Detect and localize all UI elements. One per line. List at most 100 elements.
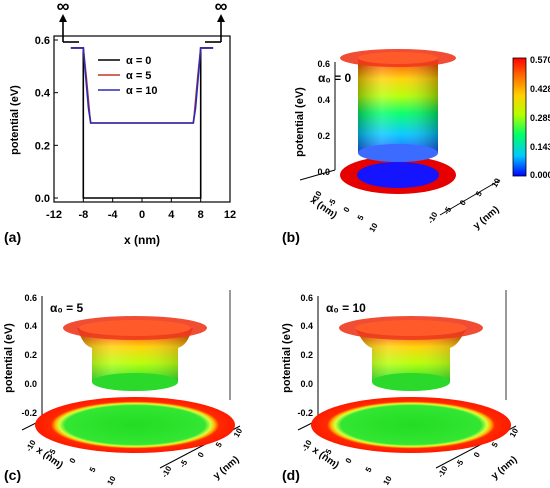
z-ticks: 0.6 0.4 0.2 0.0 -0.2 <box>297 293 313 418</box>
z-ticks: 0.6 0.4 0.2 0.0 <box>317 59 330 177</box>
y-tick-label: 0 <box>472 450 482 459</box>
z-tick-label: 0.4 <box>300 321 313 331</box>
colorbar-tick-label: 0.570 <box>530 55 550 65</box>
panel-c: 0.6 0.4 0.2 0.0 -0.2 potential (eV) α₀ =… <box>3 290 244 487</box>
y-tick-label: 5 <box>214 440 224 449</box>
surface-bottom-rim <box>372 373 450 391</box>
series-line-2 <box>70 47 214 124</box>
z-axis-label: potential (eV) <box>3 323 15 393</box>
x-tick-label: -12 <box>46 209 62 221</box>
surface-shading <box>77 328 193 382</box>
y-tick-label: 0 <box>458 198 468 207</box>
y-axis-label: potential (eV) <box>9 85 21 155</box>
z-ticks: 0.6 0.4 0.2 0.0 -0.2 <box>21 293 37 418</box>
x-tick-label: -8 <box>78 209 88 221</box>
alpha-annotation: α₀ = 10 <box>326 301 366 315</box>
z-axis-label: potential (eV) <box>281 323 293 393</box>
y-tick-label: 5 <box>490 440 500 449</box>
y-tick-label: 0.6 <box>35 35 50 47</box>
y-axis-label: y (nm) <box>471 204 501 232</box>
y-tick-label: -5 <box>178 458 190 469</box>
y-tick-label: 0 <box>196 450 206 459</box>
base-disk-well <box>357 162 439 188</box>
z-tick-label: -0.2 <box>297 408 313 418</box>
z-tick-label: -0.2 <box>21 408 37 418</box>
infinity-label-right: ∞ <box>215 0 228 16</box>
surface-bottom-rim <box>358 144 438 162</box>
y-tick-label: -5 <box>454 458 466 469</box>
infinity-label-left: ∞ <box>57 0 70 16</box>
y-tick-label: 0.0 <box>35 193 50 205</box>
z-tick-label: 0.0 <box>317 167 330 177</box>
base-disk <box>311 397 511 453</box>
surface-bottom-rim <box>92 373 178 391</box>
x-tick-label: 8 <box>198 209 204 221</box>
x-tick-label: -5 <box>326 197 338 208</box>
infinity-markers <box>62 20 222 43</box>
base-disk <box>35 397 235 453</box>
y-ticks: -10 -5 0 5 10 <box>160 426 245 479</box>
colorbar-tick-label: 0.285 <box>530 113 550 123</box>
y-tick-label: 0.4 <box>35 88 51 100</box>
z-tick-label: 0.2 <box>24 350 37 360</box>
colorbar-ticks: 0.570 0.428 0.285 0.143 0.000 <box>530 55 550 180</box>
alpha-annotation: α₀ = 5 <box>50 301 83 315</box>
alpha-annotation: α₀ = 0 <box>318 71 351 85</box>
legend-label-alpha5: α = 5 <box>126 70 151 82</box>
y-axis-label: y (nm) <box>211 454 241 482</box>
z-tick-label: 0.6 <box>24 293 37 303</box>
panel-label-c: (c) <box>4 467 21 483</box>
colorbar-tick-label: 0.000 <box>530 170 550 180</box>
x-tick-label: 10 <box>381 474 394 487</box>
surface-top-inner <box>355 320 467 336</box>
x-tick-label: -5 <box>46 447 58 458</box>
x-tick-label: 0 <box>139 209 145 221</box>
x-tick-label: 4 <box>168 209 175 221</box>
surface-shading <box>355 328 467 382</box>
legend-label-alpha10: α = 10 <box>126 85 158 97</box>
y-tick-label: 0.2 <box>35 140 50 152</box>
y-axis-label: y (nm) <box>489 454 519 482</box>
y-tick-label: 10 <box>490 176 503 189</box>
x-tick-label: 0 <box>68 456 78 465</box>
x-axis-label: x (nm) <box>308 195 339 221</box>
panel-label-d: (d) <box>282 467 300 483</box>
y-tick-label: -10 <box>436 464 450 479</box>
z-tick-label: 0.2 <box>300 350 313 360</box>
surface-shading <box>358 58 438 153</box>
surface-top-inner <box>358 52 438 64</box>
colorbar <box>512 57 527 177</box>
z-tick-label: 0.0 <box>24 379 37 389</box>
arrow-head-right <box>217 14 225 22</box>
z-tick-label: 0.2 <box>317 131 330 141</box>
base-axis-y <box>439 179 501 216</box>
x-tick-label: 10 <box>105 474 118 487</box>
z-tick-label: 0.4 <box>24 321 37 331</box>
z-tick-label: 0.6 <box>300 293 313 303</box>
panel-label-b: (b) <box>282 229 300 245</box>
base-axis-x <box>299 169 336 181</box>
panel-a: 0.0 0.2 0.4 0.6 -12 -8 -4 0 4 8 12 ∞ ∞ α = 0 α = … <box>4 0 236 247</box>
panel-b: 0.6 0.4 0.2 0.0 potential (eV) α₀ = 0 0.… <box>282 49 550 245</box>
x-tick-label: 10 <box>367 221 380 234</box>
y-tick-label: -5 <box>442 205 454 216</box>
z-tick-label: 0.4 <box>317 95 330 105</box>
z-axis-label: potential (eV) <box>294 87 306 157</box>
y-tick-label: 5 <box>474 189 484 198</box>
legend-label-alpha0: α = 0 <box>126 55 151 67</box>
z-tick-label: 0.6 <box>317 59 330 69</box>
legend: α = 0 α = 5 α = 10 <box>98 55 158 97</box>
y-tick-label: -10 <box>426 210 440 225</box>
x-tick-label: 5 <box>88 465 98 474</box>
y-tick-label: -10 <box>160 464 174 479</box>
panel-label-a: (a) <box>4 229 21 245</box>
x-tick-label: 5 <box>356 213 366 222</box>
panel-d: 0.6 0.4 0.2 0.0 -0.2 potential (eV) α₀ =… <box>281 290 520 487</box>
x-tick-label: -5 <box>322 447 334 458</box>
x-tick-label: 12 <box>224 209 236 221</box>
surface-top-inner <box>79 320 191 336</box>
x-axis-label: x (nm) <box>124 233 160 247</box>
x-tick-label: 0 <box>342 205 352 214</box>
x-tick-label: 0 <box>344 456 354 465</box>
